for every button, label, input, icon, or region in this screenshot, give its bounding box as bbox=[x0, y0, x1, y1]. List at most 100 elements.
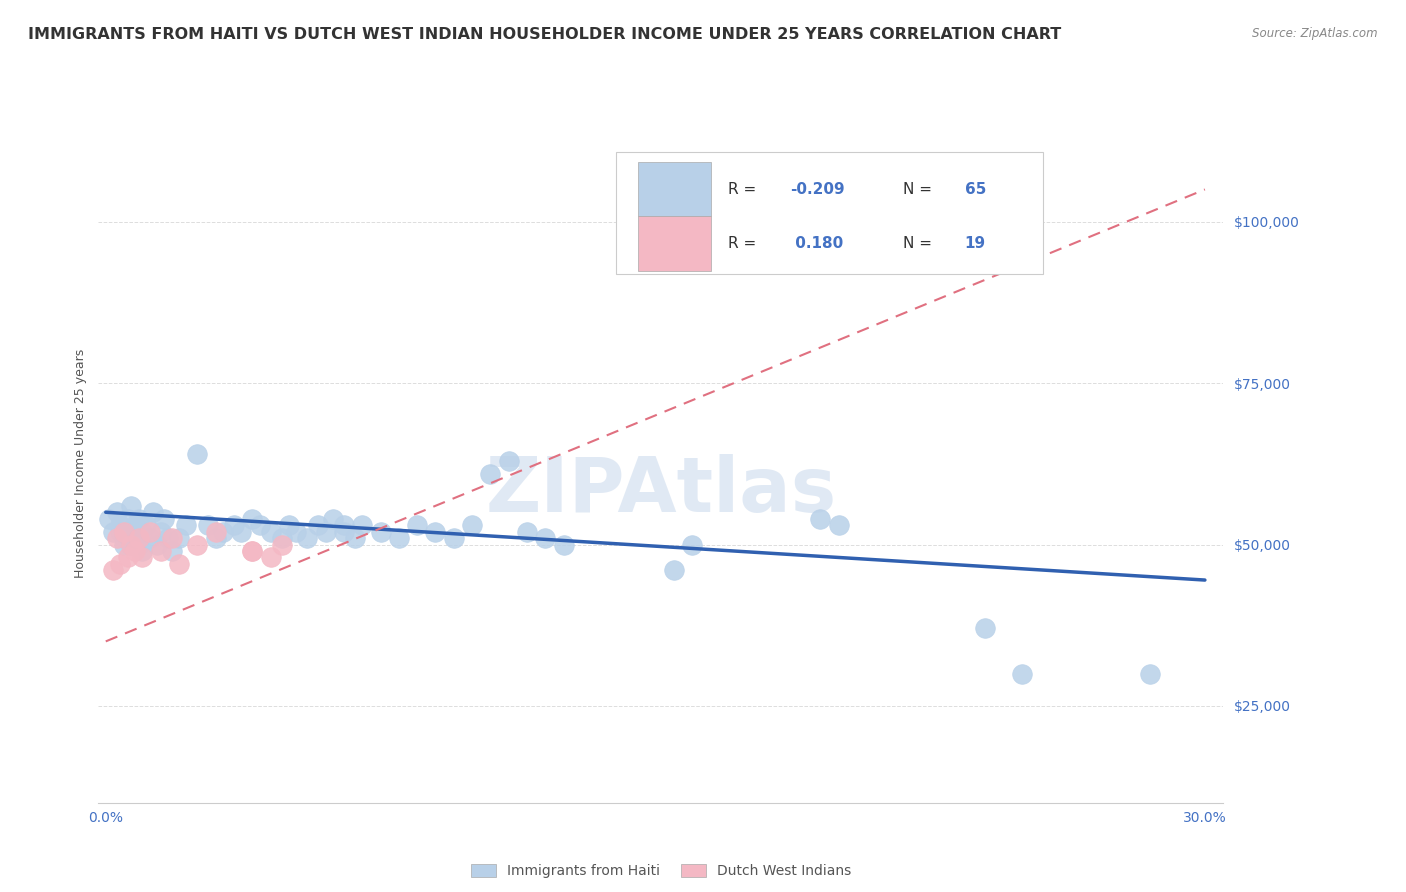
Text: IMMIGRANTS FROM HAITI VS DUTCH WEST INDIAN HOUSEHOLDER INCOME UNDER 25 YEARS COR: IMMIGRANTS FROM HAITI VS DUTCH WEST INDI… bbox=[28, 27, 1062, 42]
Point bbox=[112, 537, 135, 551]
Point bbox=[534, 531, 557, 545]
Point bbox=[110, 518, 132, 533]
Y-axis label: Householder Income Under 25 years: Householder Income Under 25 years bbox=[75, 349, 87, 579]
Point bbox=[186, 447, 208, 461]
Point bbox=[112, 531, 135, 545]
Point bbox=[124, 518, 146, 533]
Point bbox=[461, 518, 484, 533]
Point bbox=[662, 563, 685, 577]
Point bbox=[1139, 666, 1161, 681]
Point bbox=[101, 524, 124, 539]
Point bbox=[259, 550, 281, 565]
Point bbox=[425, 524, 447, 539]
Point bbox=[197, 518, 219, 533]
FancyBboxPatch shape bbox=[616, 152, 1043, 274]
Point bbox=[479, 467, 502, 481]
Point bbox=[259, 524, 281, 539]
Point bbox=[120, 537, 142, 551]
Point bbox=[157, 531, 180, 545]
Text: R =: R = bbox=[728, 236, 762, 251]
Point bbox=[124, 544, 146, 558]
Point bbox=[124, 531, 146, 545]
Point bbox=[167, 557, 190, 571]
Text: Source: ZipAtlas.com: Source: ZipAtlas.com bbox=[1253, 27, 1378, 40]
Point bbox=[146, 537, 169, 551]
Text: N =: N = bbox=[903, 182, 936, 197]
Point bbox=[333, 518, 356, 533]
Point bbox=[117, 524, 139, 539]
Point bbox=[138, 524, 160, 539]
Point bbox=[516, 524, 538, 539]
Point bbox=[240, 544, 263, 558]
Point bbox=[278, 518, 301, 533]
Point bbox=[128, 537, 150, 551]
Point bbox=[370, 524, 392, 539]
Point bbox=[117, 550, 139, 565]
Point bbox=[128, 531, 150, 545]
Legend: Immigrants from Haiti, Dutch West Indians: Immigrants from Haiti, Dutch West Indian… bbox=[465, 859, 856, 884]
Point bbox=[176, 518, 198, 533]
Point bbox=[249, 518, 271, 533]
Point bbox=[240, 544, 263, 558]
Text: 0.180: 0.180 bbox=[790, 236, 844, 251]
Text: 19: 19 bbox=[965, 236, 986, 251]
Point bbox=[105, 505, 128, 519]
Point bbox=[498, 453, 520, 467]
Point bbox=[149, 544, 172, 558]
Point bbox=[186, 537, 208, 551]
Point bbox=[128, 512, 150, 526]
Point bbox=[105, 531, 128, 545]
FancyBboxPatch shape bbox=[638, 162, 711, 217]
Point bbox=[117, 512, 139, 526]
Point bbox=[120, 537, 142, 551]
Point bbox=[808, 512, 831, 526]
Point bbox=[149, 524, 172, 539]
Text: ZIPAtlas: ZIPAtlas bbox=[485, 454, 837, 528]
Text: -0.209: -0.209 bbox=[790, 182, 845, 197]
Point bbox=[315, 524, 337, 539]
Point bbox=[138, 531, 160, 545]
Point bbox=[142, 505, 165, 519]
Point bbox=[204, 531, 226, 545]
Point bbox=[681, 537, 703, 551]
Point bbox=[110, 557, 132, 571]
Point bbox=[135, 518, 157, 533]
Point bbox=[231, 524, 253, 539]
Point bbox=[443, 531, 465, 545]
Point bbox=[388, 531, 411, 545]
Point bbox=[131, 524, 153, 539]
Point bbox=[827, 518, 849, 533]
Point bbox=[270, 537, 292, 551]
Point bbox=[974, 622, 997, 636]
Point bbox=[1011, 666, 1033, 681]
Point bbox=[101, 563, 124, 577]
Point bbox=[285, 524, 308, 539]
Point bbox=[110, 524, 132, 539]
Point bbox=[343, 531, 366, 545]
Text: 65: 65 bbox=[965, 182, 986, 197]
Point bbox=[333, 524, 356, 539]
Point bbox=[131, 544, 153, 558]
Text: N =: N = bbox=[903, 236, 936, 251]
Point bbox=[406, 518, 429, 533]
Point bbox=[270, 531, 292, 545]
Point bbox=[240, 512, 263, 526]
Point bbox=[204, 524, 226, 539]
Point bbox=[160, 531, 183, 545]
Point bbox=[167, 531, 190, 545]
Point bbox=[98, 512, 121, 526]
Point bbox=[222, 518, 245, 533]
Point bbox=[112, 524, 135, 539]
Text: R =: R = bbox=[728, 182, 762, 197]
Point bbox=[160, 544, 183, 558]
FancyBboxPatch shape bbox=[638, 217, 711, 270]
Point bbox=[322, 512, 344, 526]
Point bbox=[212, 524, 235, 539]
Point bbox=[120, 499, 142, 513]
Point bbox=[153, 512, 176, 526]
Point bbox=[131, 550, 153, 565]
Point bbox=[553, 537, 575, 551]
Point bbox=[352, 518, 374, 533]
Point bbox=[297, 531, 319, 545]
Point bbox=[307, 518, 329, 533]
